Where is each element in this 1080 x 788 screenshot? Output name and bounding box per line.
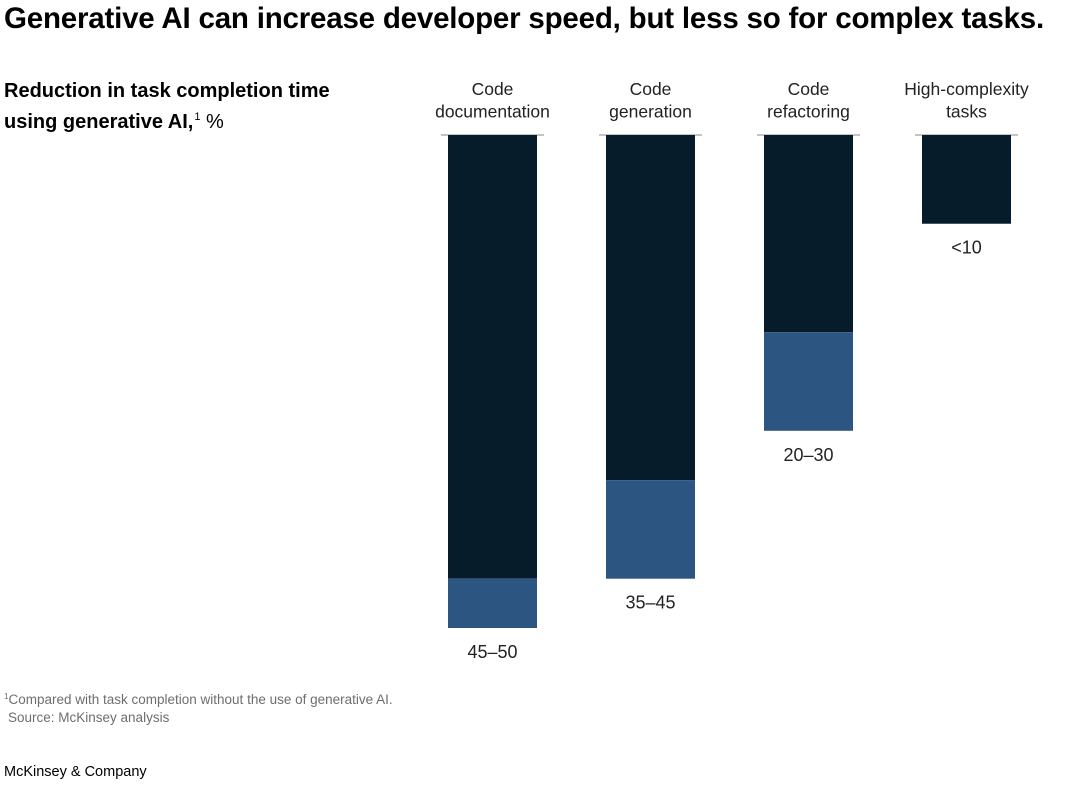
category-label: High-complexity [904,79,1029,99]
bar-group: High-complexity tasks <10 [904,79,1029,258]
bar-segment-range [606,480,695,579]
bar-segment-range [448,578,537,628]
value-label: <10 [951,238,982,258]
bar-group: Code documentation 45–50 [435,79,550,662]
category-label: Code [630,79,672,99]
value-label: 20–30 [783,445,833,465]
bar-group: Code generation 35–45 [599,79,702,613]
category-label: tasks [946,102,987,122]
bar-segment-base [764,135,853,333]
chart-subtitle: Reduction in task completion time using … [4,78,364,135]
bar-segment-base [922,135,1011,224]
subtitle-text: Reduction in task completion time using … [4,80,330,133]
bar-segment-base [448,135,537,579]
footnote-text: Compared with task completion without th… [8,692,393,707]
bar-group: Code refactoring 20–30 [757,79,860,465]
bar-segment-base [606,135,695,481]
category-label: documentation [435,102,550,122]
category-label: refactoring [767,102,850,122]
category-label: Code [788,79,830,99]
category-label: generation [609,102,692,122]
subtitle-footnote-marker: 1 [194,111,201,123]
value-label: 35–45 [625,593,675,613]
chart-title: Generative AI can increase developer spe… [4,2,1044,35]
footnote-marker: 1 [4,692,9,701]
brand-name: McKinsey & Company [4,764,147,780]
value-label: 45–50 [467,642,517,662]
subtitle-unit: % [206,111,224,133]
footnote: 1Compared with task completion without t… [4,688,393,727]
source-note: Source: McKinsey analysis [8,710,170,725]
bar-segment-range [764,332,853,431]
category-label: Code [472,79,514,99]
